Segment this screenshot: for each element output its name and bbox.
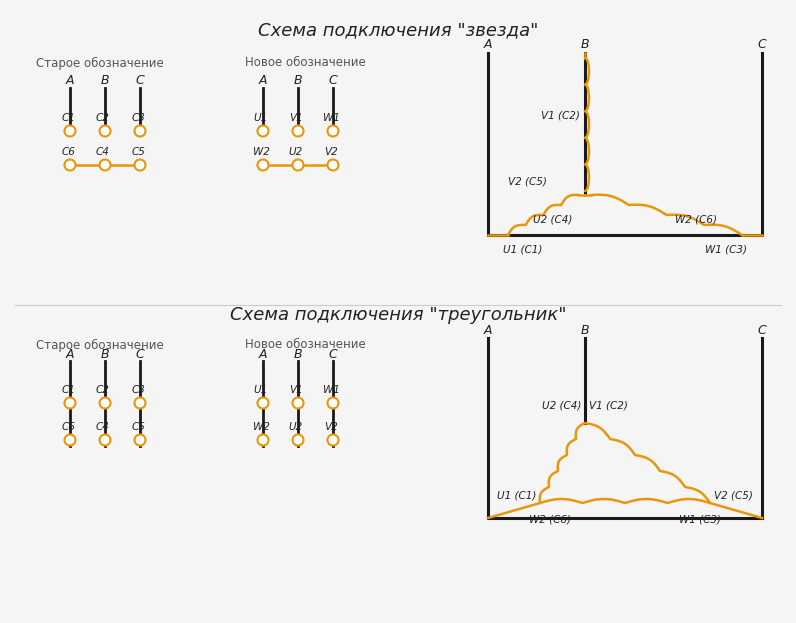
Text: C: C — [135, 75, 144, 87]
Text: C1: C1 — [61, 113, 75, 123]
Text: C4: C4 — [96, 147, 110, 157]
Circle shape — [135, 125, 146, 136]
Text: Новое обозначение: Новое обозначение — [244, 57, 365, 70]
Text: C: C — [329, 75, 338, 87]
Text: C: C — [758, 39, 767, 52]
Text: V1: V1 — [289, 113, 302, 123]
Circle shape — [64, 434, 76, 445]
Circle shape — [64, 159, 76, 171]
Text: U2 (C4): U2 (C4) — [541, 401, 581, 411]
Text: W1 (C3): W1 (C3) — [679, 515, 721, 525]
Text: B: B — [294, 348, 302, 361]
Text: V1 (C2): V1 (C2) — [541, 110, 580, 120]
Text: W1 (C3): W1 (C3) — [705, 245, 747, 255]
Circle shape — [292, 159, 303, 171]
Text: U2: U2 — [289, 422, 303, 432]
Circle shape — [327, 125, 338, 136]
Circle shape — [257, 397, 268, 409]
Text: A: A — [66, 348, 74, 361]
Text: Схема подключения "треугольник": Схема подключения "треугольник" — [230, 306, 566, 324]
Circle shape — [100, 125, 111, 136]
Circle shape — [135, 397, 146, 409]
Text: C2: C2 — [96, 385, 110, 395]
Text: C2: C2 — [96, 113, 110, 123]
Text: U2: U2 — [289, 147, 303, 157]
Text: C5: C5 — [131, 422, 145, 432]
Text: B: B — [581, 39, 589, 52]
Text: C: C — [135, 348, 144, 361]
Circle shape — [257, 434, 268, 445]
Circle shape — [64, 397, 76, 409]
Text: V2: V2 — [324, 422, 338, 432]
Circle shape — [135, 159, 146, 171]
Text: C6: C6 — [61, 147, 75, 157]
Circle shape — [257, 125, 268, 136]
Circle shape — [100, 434, 111, 445]
Circle shape — [327, 434, 338, 445]
Text: C3: C3 — [131, 385, 145, 395]
Circle shape — [100, 159, 111, 171]
Text: U1: U1 — [254, 385, 268, 395]
Text: V2 (C5): V2 (C5) — [714, 491, 753, 501]
Text: A: A — [484, 323, 492, 336]
Circle shape — [292, 397, 303, 409]
Text: A: A — [66, 75, 74, 87]
Circle shape — [292, 125, 303, 136]
Text: A: A — [259, 75, 267, 87]
Text: U1 (C1): U1 (C1) — [503, 245, 542, 255]
Text: C1: C1 — [61, 385, 75, 395]
Text: V2: V2 — [324, 147, 338, 157]
Text: Старое обозначение: Старое обозначение — [36, 338, 164, 351]
Text: A: A — [259, 348, 267, 361]
Text: C6: C6 — [61, 422, 75, 432]
Circle shape — [100, 397, 111, 409]
Text: Новое обозначение: Новое обозначение — [244, 338, 365, 351]
Text: B: B — [100, 348, 109, 361]
Circle shape — [257, 159, 268, 171]
Text: B: B — [294, 75, 302, 87]
Circle shape — [327, 159, 338, 171]
Text: C: C — [329, 348, 338, 361]
Text: Старое обозначение: Старое обозначение — [36, 57, 164, 70]
Text: U1 (C1): U1 (C1) — [497, 491, 536, 501]
Text: C4: C4 — [96, 422, 110, 432]
Text: C3: C3 — [131, 113, 145, 123]
Circle shape — [64, 125, 76, 136]
Text: V1 (C2): V1 (C2) — [589, 401, 628, 411]
Text: V2 (C5): V2 (C5) — [508, 176, 547, 186]
Text: C: C — [758, 323, 767, 336]
Text: B: B — [581, 323, 589, 336]
Text: W1: W1 — [322, 385, 339, 395]
Text: U2 (C4): U2 (C4) — [533, 215, 572, 225]
Circle shape — [292, 434, 303, 445]
Text: B: B — [100, 75, 109, 87]
Text: Схема подключения "звезда": Схема подключения "звезда" — [258, 21, 538, 39]
Text: C5: C5 — [131, 147, 145, 157]
Text: V1: V1 — [289, 385, 302, 395]
Circle shape — [327, 397, 338, 409]
Text: W2 (C6): W2 (C6) — [529, 515, 571, 525]
Text: W1: W1 — [322, 113, 339, 123]
Text: A: A — [484, 39, 492, 52]
Text: W2: W2 — [252, 422, 269, 432]
Text: W2 (C6): W2 (C6) — [675, 215, 717, 225]
Text: W2: W2 — [252, 147, 269, 157]
Text: U1: U1 — [254, 113, 268, 123]
Circle shape — [135, 434, 146, 445]
